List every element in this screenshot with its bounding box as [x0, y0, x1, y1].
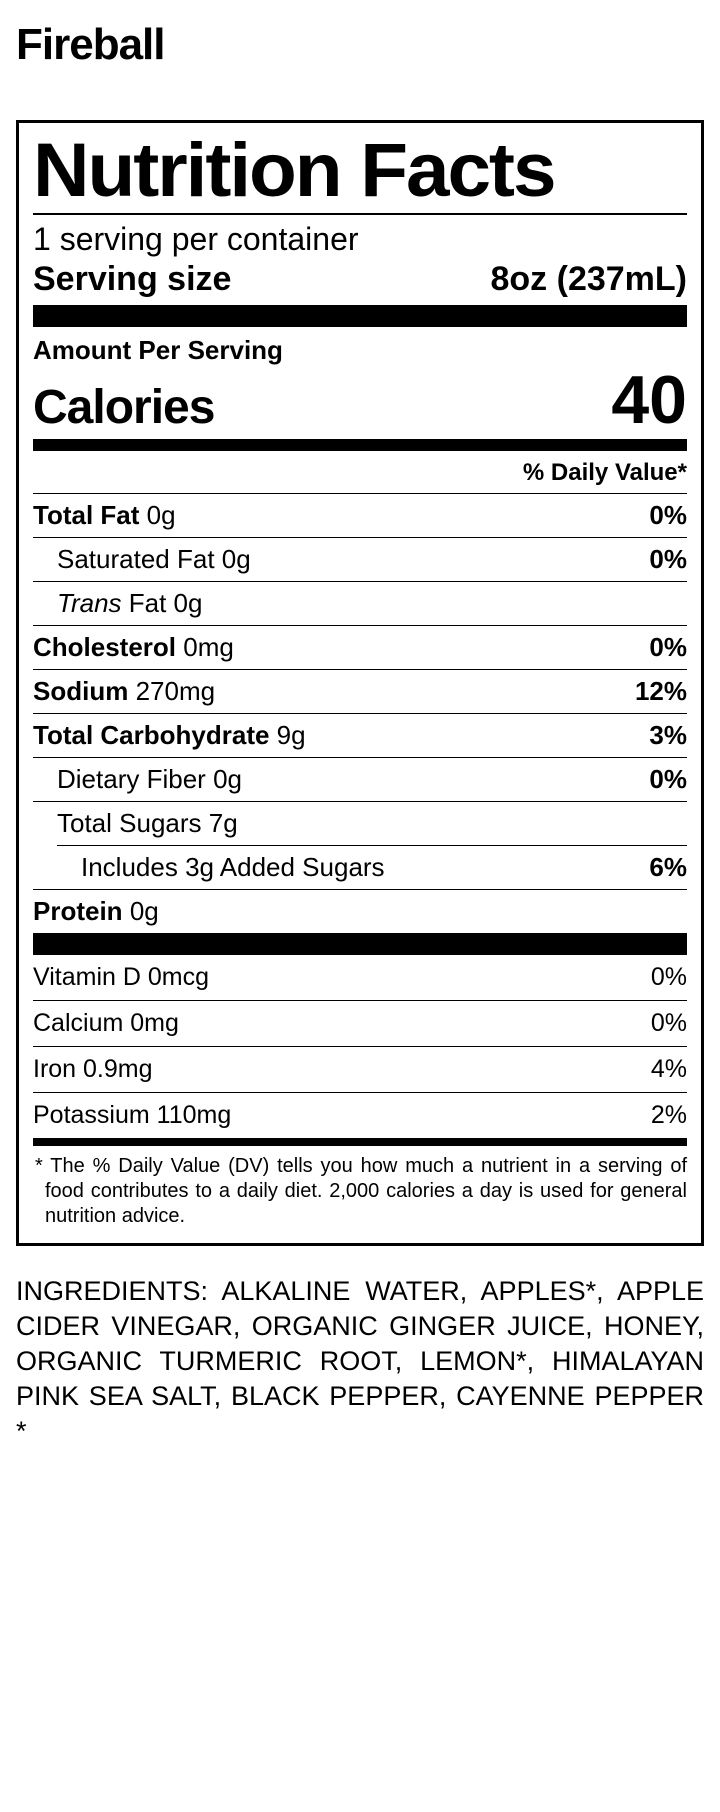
micronutrient-vitamin-d: Vitamin D 0mcg 0% [33, 955, 687, 1000]
nutrient-name: Saturated Fat [57, 544, 215, 574]
nutrient-amount: 0mg [183, 632, 234, 662]
product-title: Fireball [16, 20, 704, 70]
nutrient-amount: 270mg [136, 676, 216, 706]
micronutrient-name: Iron 0.9mg [33, 1055, 153, 1084]
nutrient-amount: 0g [130, 896, 159, 926]
nutrient-name: Protein [33, 896, 123, 926]
nutrient-total-fat: Total Fat 0g 0% [33, 493, 687, 537]
nutrient-total-carbohydrate: Total Carbohydrate 9g 3% [33, 713, 687, 757]
daily-value-footnote: * The % Daily Value (DV) tells you how m… [33, 1154, 687, 1229]
nutrient-dv: 0% [649, 544, 687, 575]
calories-value: 40 [611, 366, 687, 434]
serving-size-label: Serving size [33, 260, 231, 299]
nutrient-dv: 0% [649, 632, 687, 663]
nutrient-cholesterol: Cholesterol 0mg 0% [33, 625, 687, 669]
micronutrient-dv: 0% [651, 963, 687, 992]
nutrient-name: Sodium [33, 676, 128, 706]
micronutrient-dv: 2% [651, 1101, 687, 1130]
amount-per-serving: Amount Per Serving [33, 335, 687, 366]
micronutrient-name: Potassium 110mg [33, 1101, 231, 1130]
nutrient-total-sugars: Total Sugars 7g [33, 801, 687, 845]
nutrient-amount: 0g [222, 544, 251, 574]
daily-value-header: % Daily Value* [33, 459, 687, 487]
ingredients-text: INGREDIENTS: ALKALINE WATER, APPLES*, AP… [16, 1274, 704, 1449]
nutrient-amount: 7g [209, 808, 238, 838]
nutrient-dv: 3% [649, 720, 687, 751]
nutrient-trans-prefix: Trans [57, 588, 122, 618]
nutrient-saturated-fat: Saturated Fat 0g 0% [33, 537, 687, 581]
micronutrient-name: Vitamin D 0mcg [33, 963, 209, 992]
serving-size-row: Serving size 8oz (237mL) [33, 260, 687, 299]
nutrient-dv: 0% [649, 764, 687, 795]
micronutrient-name: Calcium 0mg [33, 1009, 179, 1038]
micronutrient-dv: 4% [651, 1055, 687, 1084]
nutrient-trans-suffix: Fat 0g [122, 588, 203, 618]
nutrient-trans-fat: Trans Fat 0g [33, 581, 687, 625]
micronutrient-calcium: Calcium 0mg 0% [33, 1000, 687, 1046]
nutrient-sodium: Sodium 270mg 12% [33, 669, 687, 713]
micronutrient-iron: Iron 0.9mg 4% [33, 1046, 687, 1092]
nutrient-amount: 0g [213, 764, 242, 794]
divider-thick [33, 933, 687, 955]
nutrient-protein: Protein 0g [33, 889, 687, 933]
nutrient-name: Total Carbohydrate [33, 720, 269, 750]
servings-per-container: 1 serving per container [33, 221, 687, 258]
nutrient-amount: 9g [277, 720, 306, 750]
divider [33, 1138, 687, 1146]
nutrient-dv: 0% [649, 500, 687, 531]
divider-thick [33, 305, 687, 327]
nutrient-name: Total Sugars [57, 808, 202, 838]
nutrient-dv: 12% [635, 676, 687, 707]
serving-size-value: 8oz (237mL) [491, 260, 688, 299]
nutrient-name: Includes 3g Added Sugars [81, 852, 385, 882]
nutrient-dv: 6% [649, 852, 687, 883]
calories-row: Calories 40 [33, 366, 687, 435]
divider-medium [33, 439, 687, 451]
nutrient-name: Total Fat [33, 500, 139, 530]
nutrient-name: Cholesterol [33, 632, 176, 662]
micronutrient-potassium: Potassium 110mg 2% [33, 1092, 687, 1138]
calories-label: Calories [33, 380, 214, 435]
nutrient-name: Dietary Fiber [57, 764, 206, 794]
nutrient-added-sugars: Includes 3g Added Sugars 6% [57, 845, 687, 889]
nutrient-amount: 0g [147, 500, 176, 530]
micronutrient-dv: 0% [651, 1009, 687, 1038]
nutrition-facts-heading: Nutrition Facts [33, 133, 707, 209]
divider [33, 213, 687, 215]
nutrition-facts-panel: Nutrition Facts 1 serving per container … [16, 120, 704, 1246]
nutrient-dietary-fiber: Dietary Fiber 0g 0% [33, 757, 687, 801]
